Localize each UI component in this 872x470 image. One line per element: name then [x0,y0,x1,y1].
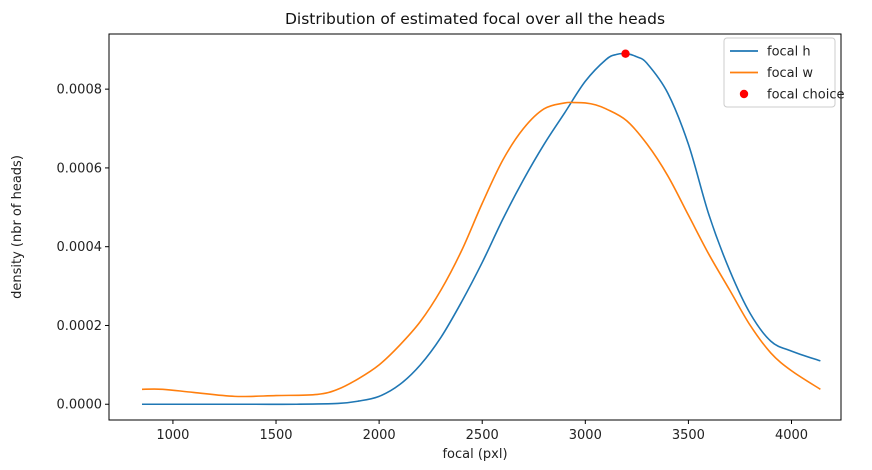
x-tick-label: 3000 [569,428,602,443]
x-axis-ticks: 1000 1500 2000 2500 3000 3500 4000 [156,420,808,443]
x-tick-label: 2500 [466,428,499,443]
plot-frame [108,33,842,421]
focal-w-line [141,101,821,398]
legend-box [723,37,836,108]
focal-choice-legend-label: focal choice [767,88,845,103]
x-tick-label: 4000 [775,428,808,443]
x-axis-label: focal (pxl) [442,447,507,462]
focal-choice-legend-marker [739,89,749,99]
x-tick-label: 3500 [672,428,705,443]
focal-h-legend-label: focal h [767,45,811,60]
y-tick-label: 0.0002 [57,319,103,334]
chart-title: Distribution of estimated focal over all… [285,10,665,28]
x-tick-label: 1500 [259,428,292,443]
y-axis-label: density (nbr of heads) [10,155,25,299]
series-layer [141,49,821,406]
y-axis-ticks: 0.0000 0.0002 0.0004 0.0006 0.0008 [57,83,109,413]
y-tick-label: 0.0000 [57,398,103,413]
focal-h-line [141,52,821,406]
legend: focal h focal w focal choice [723,37,845,108]
focal-choice-point [621,49,630,58]
x-tick-label: 1000 [156,428,189,443]
y-tick-label: 0.0004 [57,240,103,255]
y-tick-label: 0.0008 [57,83,103,98]
x-tick-label: 2000 [363,428,396,443]
y-tick-label: 0.0006 [57,161,103,176]
focal-w-legend-label: focal w [767,66,813,81]
